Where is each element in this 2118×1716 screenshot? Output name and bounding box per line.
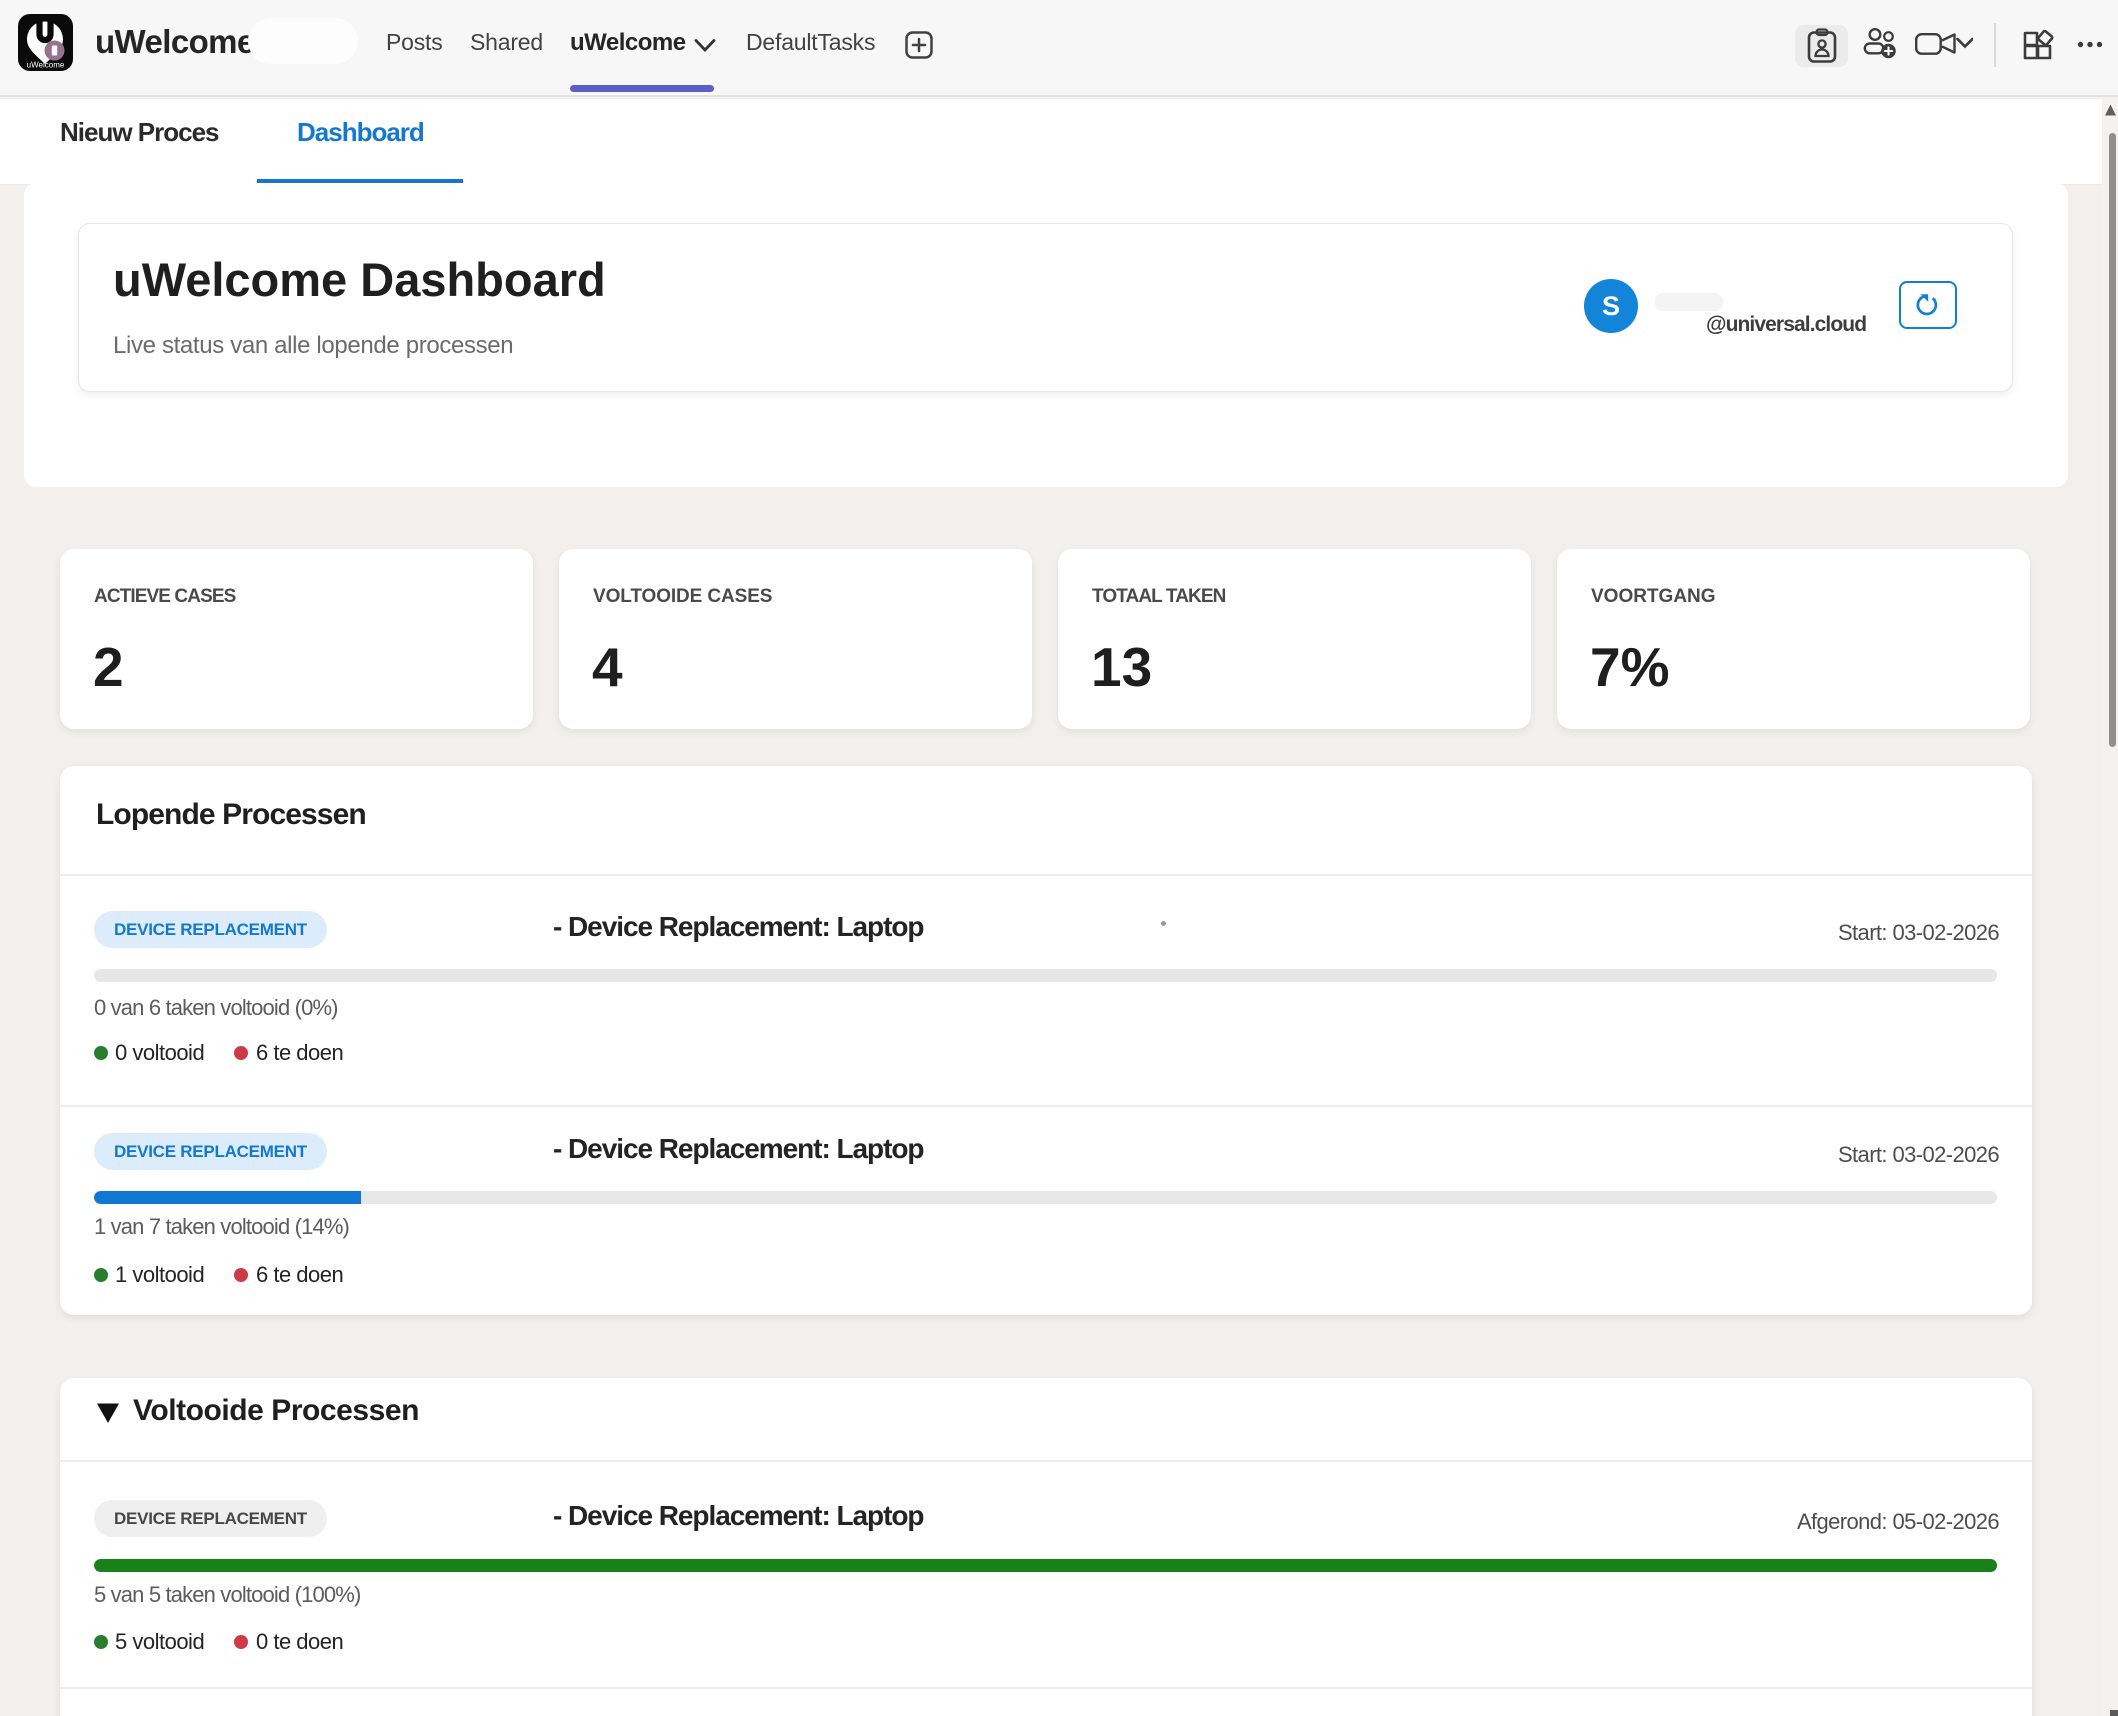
svg-text:uWelcome: uWelcome bbox=[27, 61, 65, 70]
